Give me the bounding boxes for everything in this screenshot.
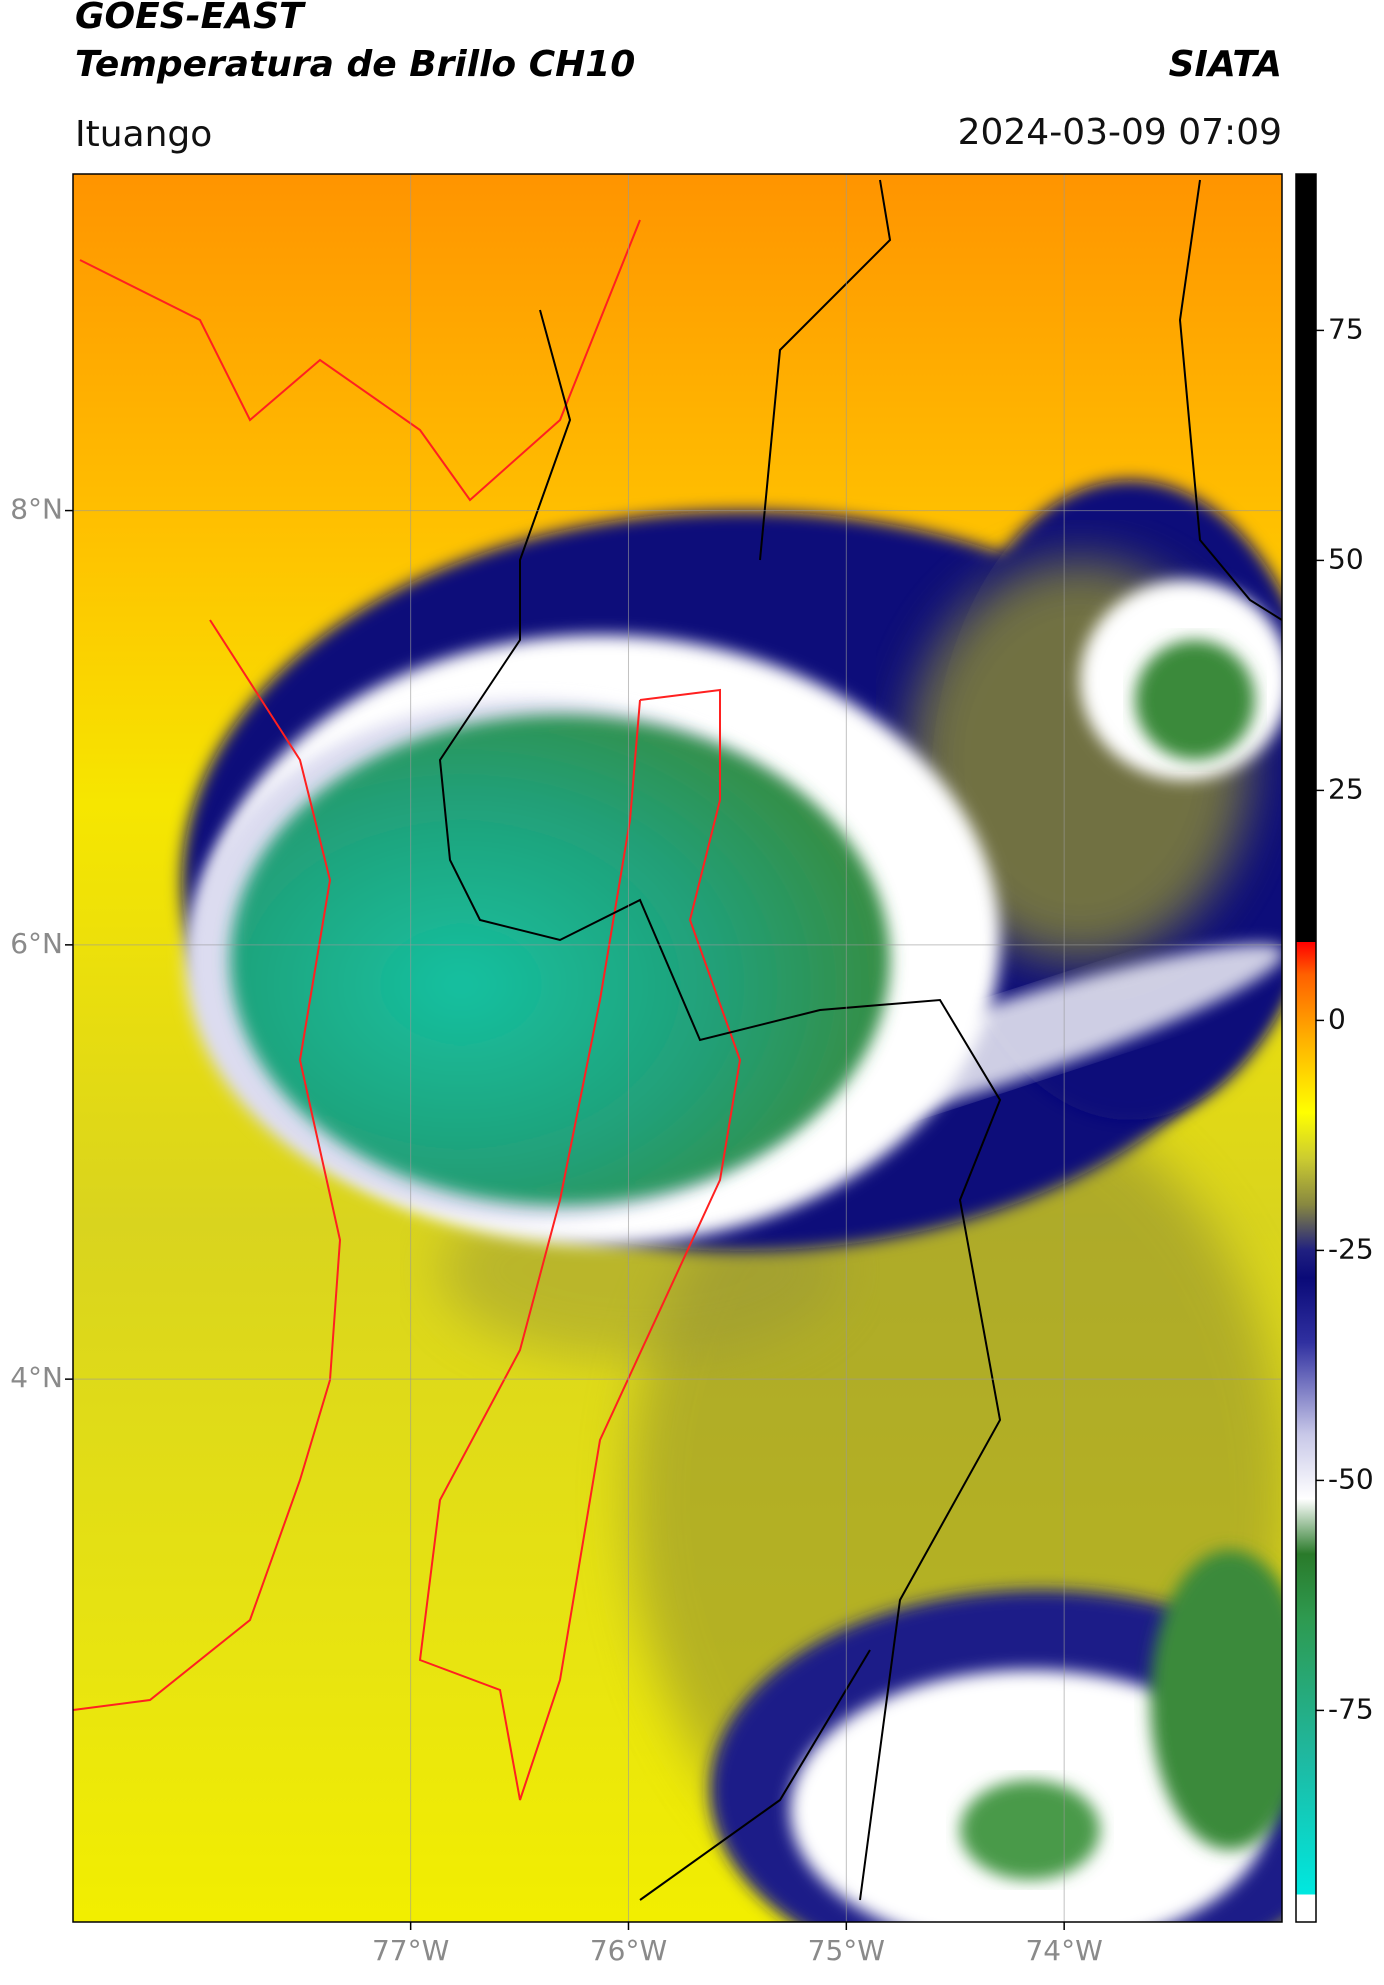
colorbar-tick-label: -50 — [1328, 1462, 1374, 1495]
source: SIATA — [1169, 44, 1282, 85]
x-tick-label: 76°W — [590, 1934, 667, 1967]
subtitle: Temperatura de Brillo CH10 — [75, 44, 635, 85]
region: Ituango — [75, 114, 212, 155]
graticule — [73, 174, 1282, 1922]
colorbar-tick-label: 25 — [1328, 772, 1364, 805]
colorbar-tick-label: -25 — [1328, 1232, 1374, 1265]
y-tick-label: 8°N — [10, 493, 63, 526]
y-tick-label: 6°N — [10, 927, 63, 960]
map-frame — [72, 173, 1283, 1923]
datetime: 2024-03-09 07:09 — [958, 112, 1282, 153]
colorbar-tick-label: 0 — [1328, 1002, 1346, 1035]
colorbar-tick-label: 50 — [1328, 542, 1364, 575]
colorbar-tick-label: -75 — [1328, 1692, 1374, 1725]
x-tick-label: 74°W — [1025, 1934, 1102, 1967]
colorbar — [1295, 173, 1317, 1923]
y-tick-label: 4°N — [10, 1361, 63, 1394]
x-tick-label: 75°W — [808, 1934, 885, 1967]
colorbar-tick-label: 75 — [1328, 312, 1364, 345]
x-tick-label: 77°W — [372, 1934, 449, 1967]
satellite-image — [73, 174, 1282, 1922]
title: GOES-EAST — [75, 0, 306, 37]
